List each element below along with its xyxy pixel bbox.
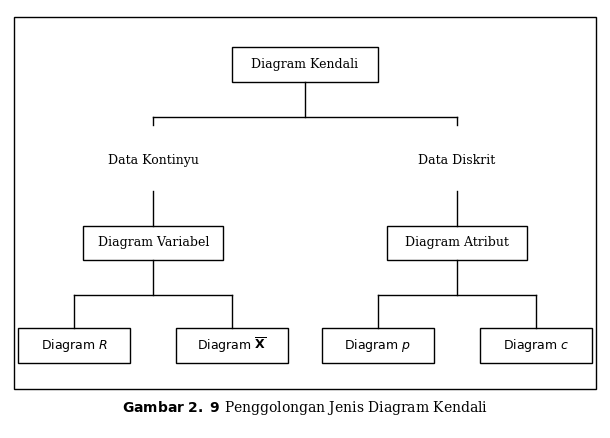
FancyBboxPatch shape xyxy=(387,226,526,260)
FancyBboxPatch shape xyxy=(84,226,223,260)
FancyBboxPatch shape xyxy=(232,47,378,82)
FancyBboxPatch shape xyxy=(176,328,289,363)
Text: Diagram Variabel: Diagram Variabel xyxy=(98,237,209,249)
Text: Data Kontinyu: Data Kontinyu xyxy=(108,154,199,167)
Text: Data Diskrit: Data Diskrit xyxy=(418,154,495,167)
Text: Diagram Atribut: Diagram Atribut xyxy=(405,237,509,249)
Text: Diagram $\mathbf{\mathit{R}}$: Diagram $\mathbf{\mathit{R}}$ xyxy=(41,337,108,354)
FancyBboxPatch shape xyxy=(321,328,434,363)
FancyBboxPatch shape xyxy=(479,328,592,363)
Text: $\bf{Gambar\ 2.\ 9}$ Penggolongan Jenis Diagram Kendali: $\bf{Gambar\ 2.\ 9}$ Penggolongan Jenis … xyxy=(122,399,488,417)
Text: Diagram $\mathbf{\mathit{c}}$: Diagram $\mathbf{\mathit{c}}$ xyxy=(503,337,569,354)
Text: Diagram $\mathbf{\overline{X}}$: Diagram $\mathbf{\overline{X}}$ xyxy=(198,336,267,355)
Text: Diagram Kendali: Diagram Kendali xyxy=(251,58,359,71)
FancyBboxPatch shape xyxy=(13,17,597,389)
Text: Diagram $\mathbf{\mathit{p}}$: Diagram $\mathbf{\mathit{p}}$ xyxy=(345,337,411,354)
FancyBboxPatch shape xyxy=(18,328,131,363)
